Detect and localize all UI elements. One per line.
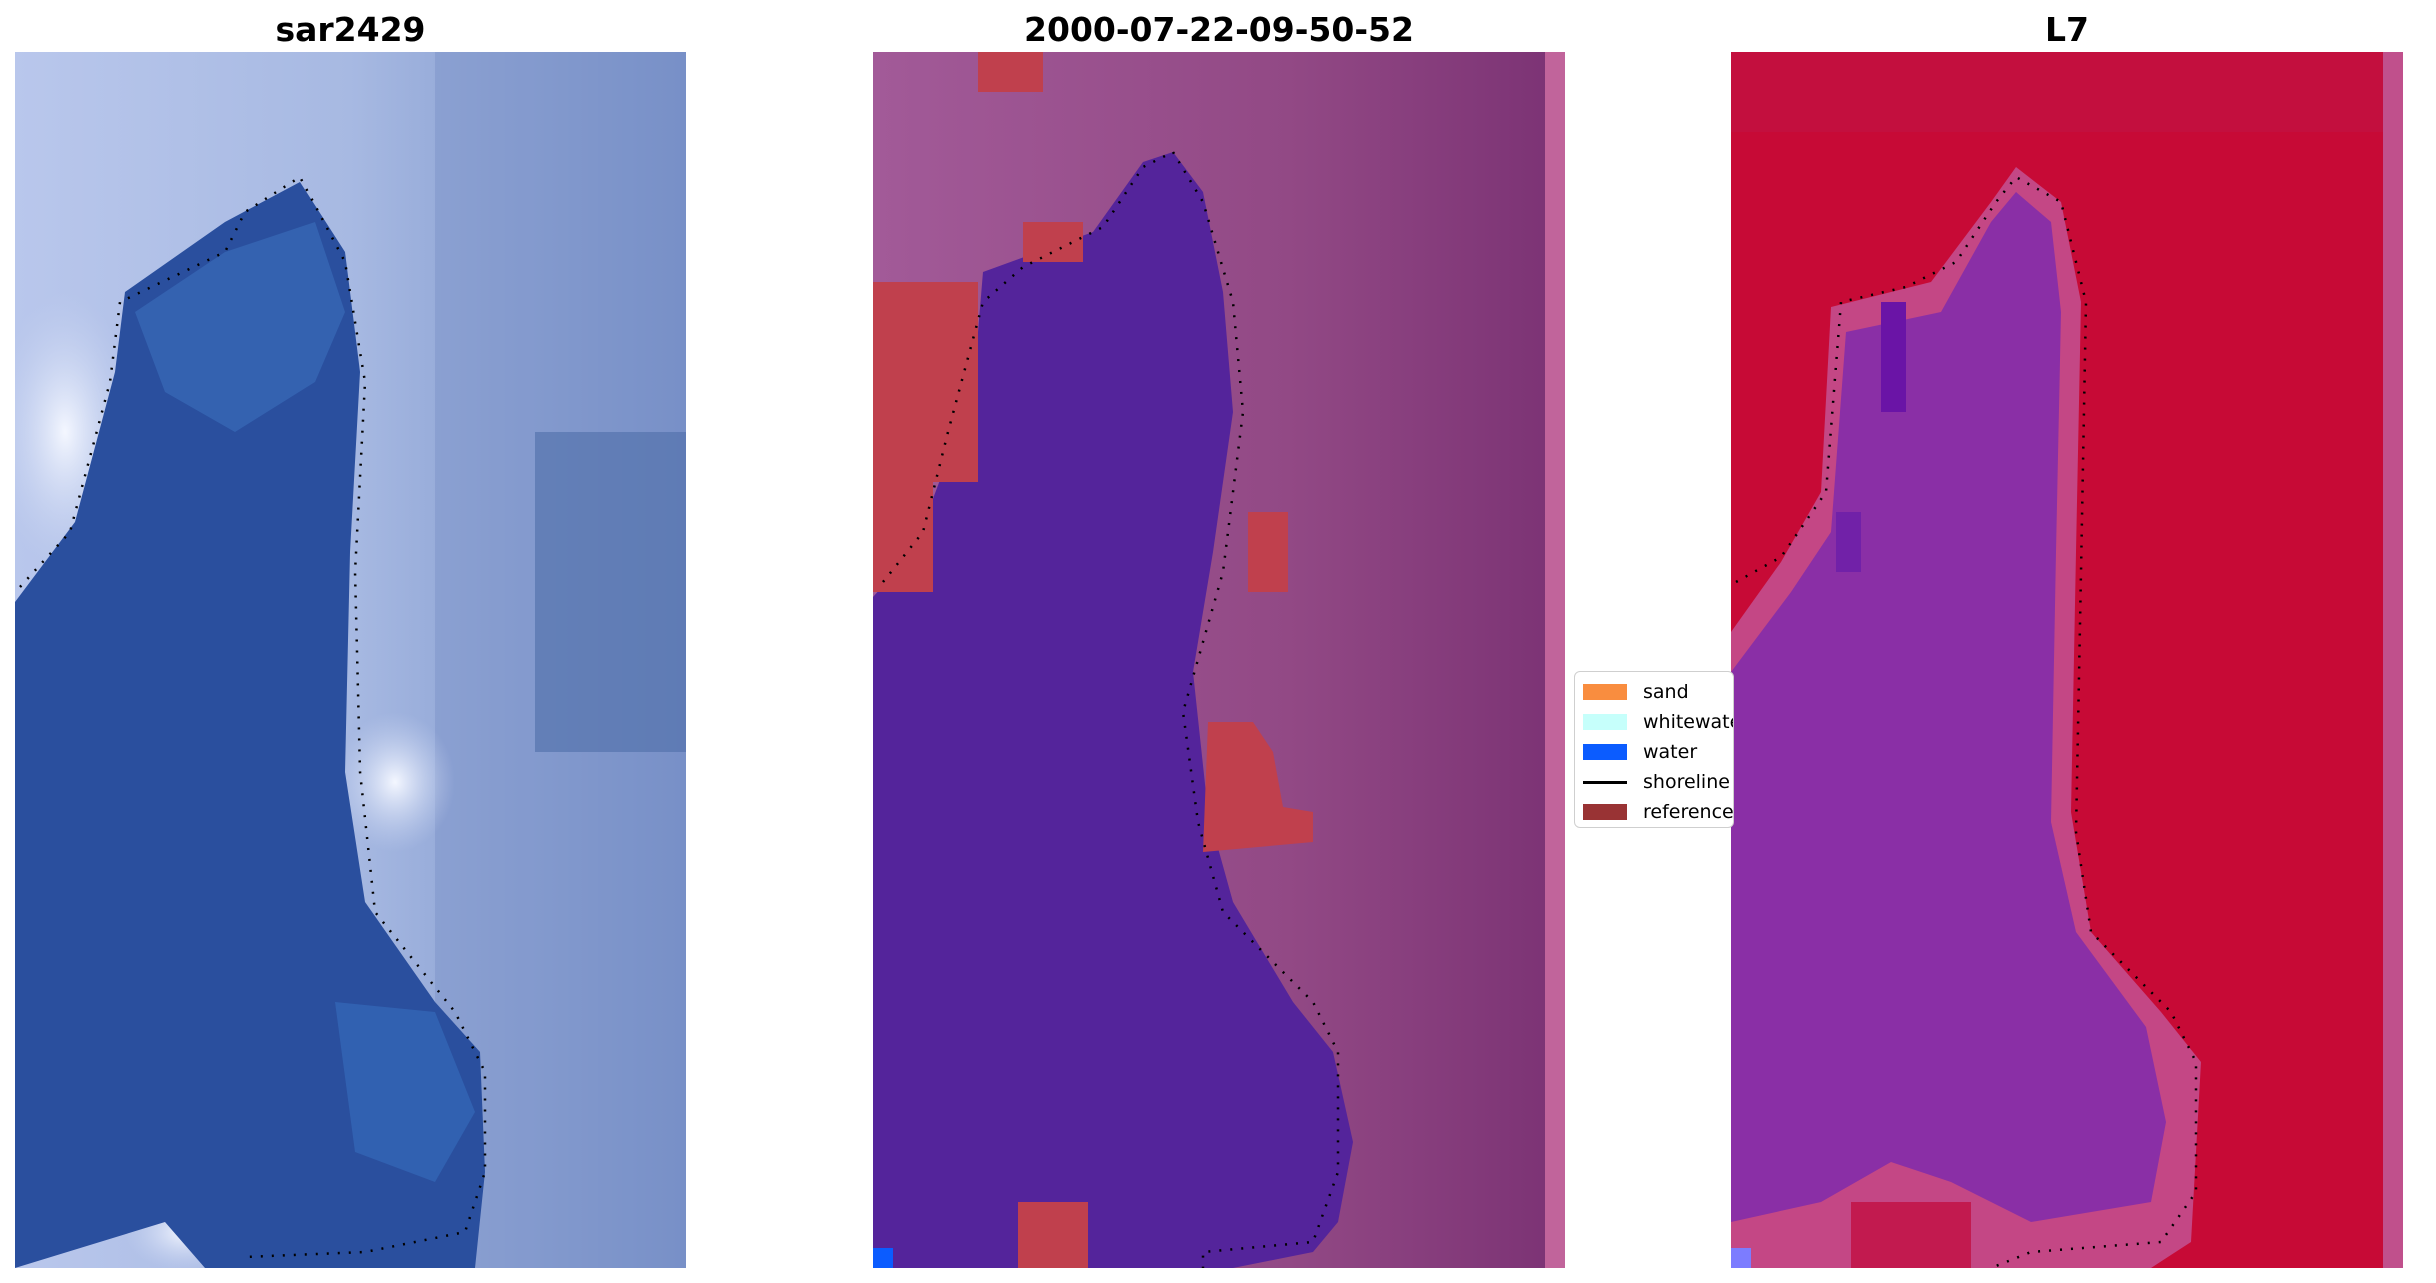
classified-reference-small	[1023, 222, 1083, 262]
rgb-image-panel	[15, 52, 686, 1268]
classified-reference-left-strip	[873, 282, 933, 592]
panel-title-l7: L7	[2045, 10, 2089, 49]
panel-title-date: 2000-07-22-09-50-52	[1024, 10, 1414, 49]
legend-line-shoreline	[1583, 780, 1627, 784]
classified-reference-top	[978, 52, 1043, 92]
legend-item-shoreline: shoreline	[1583, 771, 1730, 793]
l7-water-area	[1731, 192, 2166, 1222]
legend-item-whitewater: whitewater	[1583, 711, 1733, 733]
classified-edge-band	[1545, 52, 1565, 1268]
classified-reference-mid	[1248, 512, 1288, 592]
classified-reference-right	[1203, 722, 1313, 852]
rgb-water-area	[15, 182, 485, 1268]
legend-item-water: water	[1583, 741, 1697, 763]
l7-deep-water-small	[1836, 512, 1861, 572]
l7-corner-pixel	[1731, 1248, 1751, 1268]
legend-label-sand: sand	[1643, 681, 1689, 703]
classified-water-area	[873, 152, 1353, 1268]
legend: sand whitewater water shoreline referenc…	[1574, 671, 1734, 828]
legend-label-shoreline: shoreline	[1643, 771, 1730, 793]
l7-image	[1731, 52, 2403, 1268]
legend-item-reference: reference	[1583, 801, 1734, 823]
legend-swatch-whitewater	[1583, 714, 1627, 730]
panel-title-sar2429: sar2429	[275, 10, 426, 49]
classified-reference-bottom	[1018, 1202, 1088, 1268]
classified-image-panel	[873, 52, 1565, 1268]
legend-item-sand: sand	[1583, 681, 1689, 703]
classified-shoreline	[882, 150, 1340, 1268]
l7-image-panel	[1731, 52, 2403, 1268]
rgb-dark-land	[535, 432, 686, 752]
legend-label-reference: reference	[1643, 801, 1734, 823]
rgb-image	[15, 52, 686, 1268]
legend-label-water: water	[1643, 741, 1698, 763]
rgb-water-highlight-low	[335, 1002, 475, 1182]
l7-land-top	[1731, 52, 2403, 132]
l7-land-bottom	[1851, 1202, 1971, 1268]
classified-water-pixel	[873, 1248, 893, 1268]
l7-deep-water	[1881, 302, 1906, 412]
legend-swatch-reference	[1583, 804, 1627, 820]
legend-label-whitewater: whitewater	[1643, 711, 1733, 733]
legend-swatch-water	[1583, 744, 1627, 760]
classified-image	[873, 52, 1565, 1268]
rgb-water-highlight	[135, 222, 345, 432]
l7-edge-band	[2383, 52, 2403, 1268]
legend-swatch-sand	[1583, 684, 1627, 700]
